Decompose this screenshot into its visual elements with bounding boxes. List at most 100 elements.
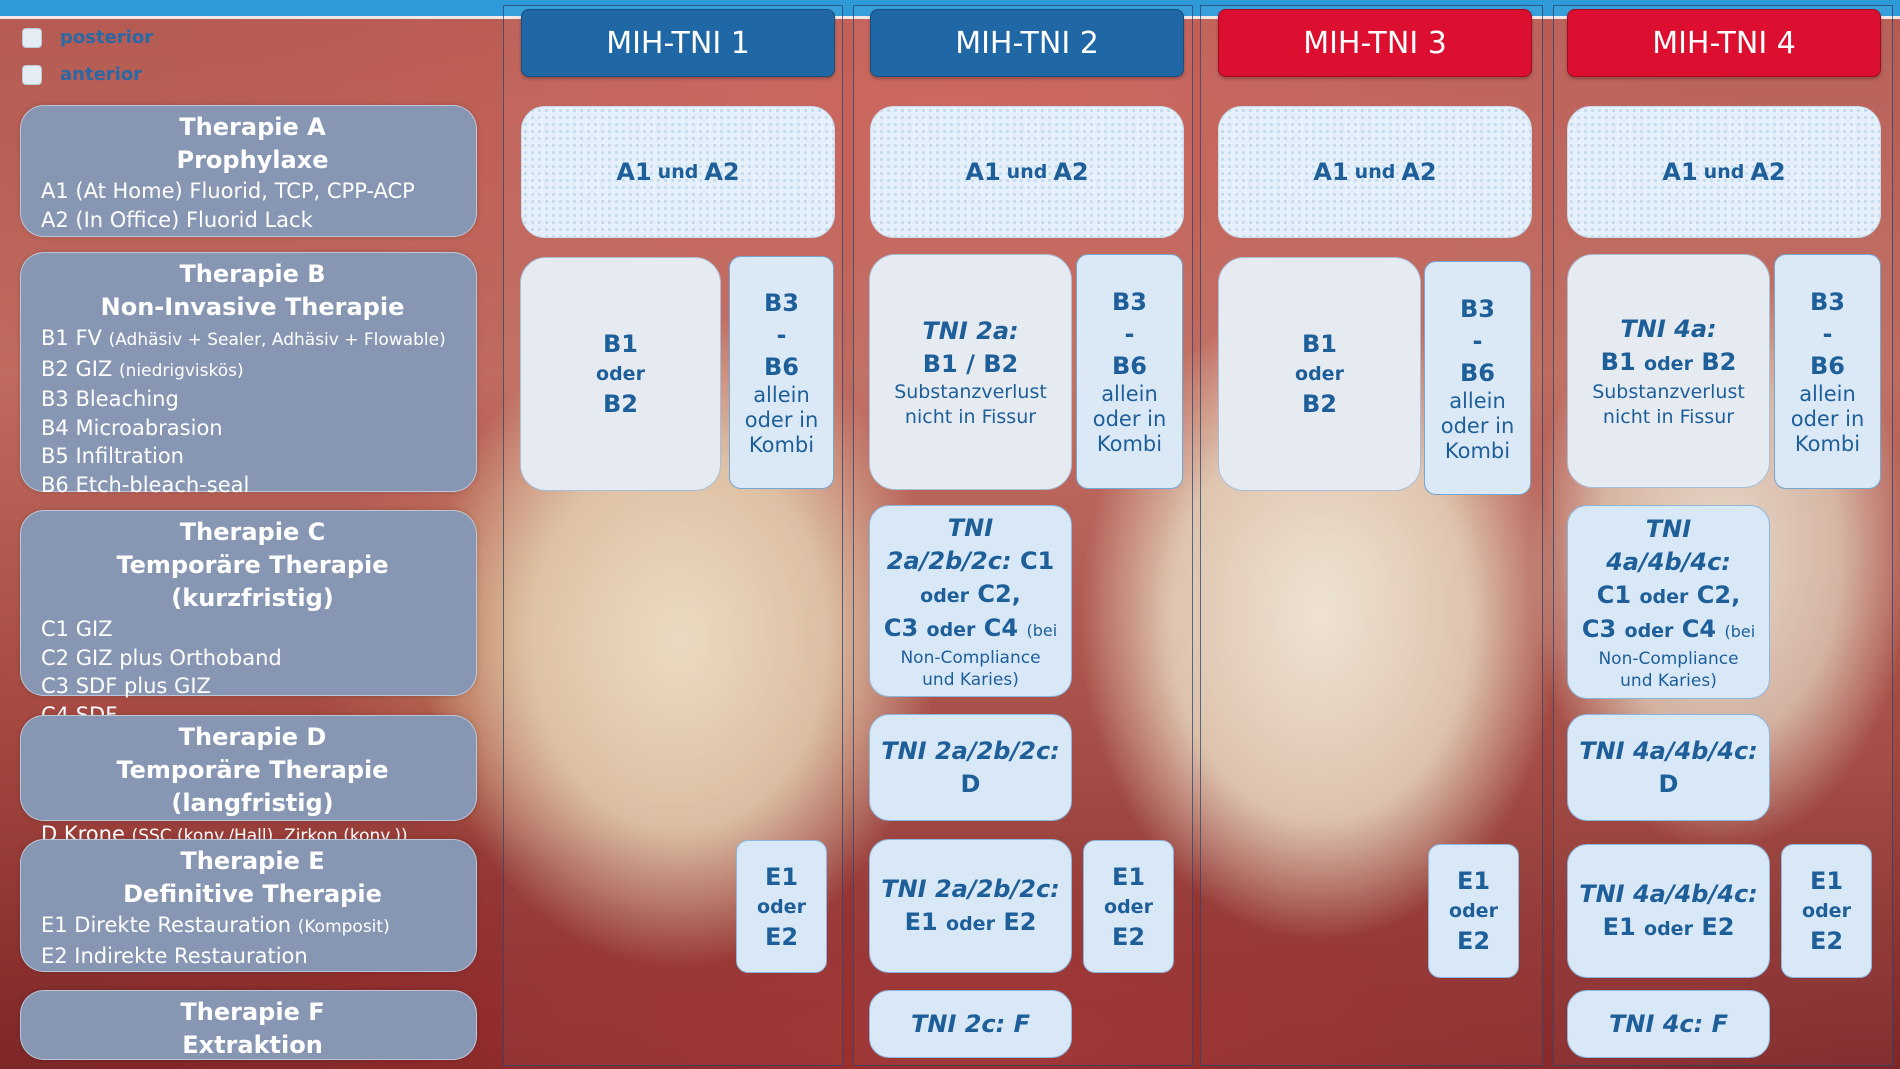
b3-text: B3 — [764, 289, 799, 317]
therapy-c-item-3: C3 SDF plus GIZ — [41, 674, 211, 698]
und-text: und — [1006, 161, 1048, 183]
tni4-b-box[interactable]: TNI 4a: B1 oder B2 Substanzverlust nicht… — [1567, 254, 1770, 488]
therapy-e-title: Therapie E — [180, 847, 325, 875]
allein-text: allein — [753, 383, 810, 407]
tni4-a-box[interactable]: A1 und A2 — [1567, 106, 1881, 238]
therapy-f-subtitle: Extraktion — [182, 1031, 323, 1059]
anterior-label: anterior — [60, 64, 143, 85]
therapy-e-panel[interactable]: Therapie E Definitive Therapie E1 Direkt… — [20, 839, 477, 972]
c3-text: C3 — [1581, 614, 1617, 643]
tni3-e-box[interactable]: E1 oder E2 — [1428, 844, 1519, 978]
tni3-b3-b6-box[interactable]: B3 - B6 allein oder in Kombi — [1424, 261, 1531, 495]
fissur-text: nicht in Fissur — [1602, 405, 1735, 428]
b1-b2-text: B1 / B2 — [922, 349, 1019, 378]
und-text: und — [1354, 161, 1396, 183]
bei-text: (bei — [1026, 620, 1058, 640]
therapy-f-panel[interactable]: Therapie F Extraktion — [20, 990, 477, 1060]
oder-text: oder — [926, 618, 976, 641]
tni2-e-box[interactable]: TNI 2a/2b/2c: E1 oder E2 — [869, 839, 1072, 973]
c1-c2-line: C1 oder C2, — [1597, 579, 1740, 613]
therapy-d-subtitle: Temporäre Therapie (langfristig) — [116, 756, 389, 817]
e1-text: E1 — [1456, 867, 1491, 895]
e1-text: E1 — [1111, 862, 1146, 891]
d-text: D — [960, 770, 981, 798]
a2-text: A2 — [1053, 158, 1089, 186]
tni2-f-box[interactable]: TNI 2c: F — [869, 990, 1072, 1058]
therapy-d-panel[interactable]: Therapie D Temporäre Therapie (langfrist… — [20, 715, 477, 846]
tni2-e1-e2-box[interactable]: E1 oder E2 — [1083, 840, 1174, 973]
karies-text: und Karies) — [1620, 670, 1717, 691]
therapy-c-item-2: C2 GIZ plus Orthoband — [41, 645, 282, 670]
tni4-e-box[interactable]: TNI 4a/4b/4c: E1 oder E2 — [1567, 844, 1770, 978]
c2-text: C2, — [977, 579, 1021, 608]
tni2-a-box[interactable]: A1 und A2 — [870, 106, 1184, 238]
oder-text: oder — [1639, 585, 1689, 608]
e2-text: E2 — [1809, 927, 1844, 955]
therapy-a-panel[interactable]: Therapie A Prophylaxe A1 (At Home) Fluor… — [20, 105, 477, 237]
tni2-b3-b6-box[interactable]: B3 - B6 allein oder in Kombi — [1076, 254, 1183, 489]
oder-text: oder — [1449, 900, 1498, 922]
therapy-a-subtitle: Prophylaxe — [176, 146, 329, 174]
tni4-f-box[interactable]: TNI 4c: F — [1567, 990, 1770, 1058]
c4-text: C4 — [1681, 614, 1717, 643]
therapy-d-title: Therapie D — [178, 723, 327, 751]
therapy-b-panel[interactable]: Therapie B Non-Invasive Therapie B1 FV (… — [20, 252, 477, 497]
dash-text: - — [1124, 320, 1135, 348]
anterior-checkbox[interactable] — [22, 64, 42, 85]
tni2-b-box[interactable]: TNI 2a: B1 / B2 Substanzverlust nicht in… — [869, 254, 1072, 490]
tni1-e-box[interactable]: E1 oder E2 — [736, 840, 827, 973]
tni1-a-box[interactable]: A1 und A2 — [521, 106, 835, 238]
therapy-a-title: Therapie A — [179, 113, 326, 141]
filter-anterior[interactable]: anterior — [22, 64, 142, 85]
c3-c4-line: C3 oder C4 (bei — [884, 612, 1057, 647]
allein-text: allein — [1101, 382, 1158, 406]
therapy-b-item-b6: B6 Etch-bleach-seal — [41, 472, 250, 497]
header-tni-1[interactable]: MIH-TNI 1 — [521, 9, 835, 77]
tni2-f-label: TNI 2c: F — [910, 1009, 1030, 1038]
b3-text: B3 — [1810, 288, 1845, 316]
kombi-text: Kombi — [1096, 432, 1163, 456]
tni4-b3-b6-box[interactable]: B3 - B6 allein oder in Kombi — [1774, 254, 1881, 489]
header-tni-4[interactable]: MIH-TNI 4 — [1567, 9, 1881, 77]
header-tni-2[interactable]: MIH-TNI 2 — [870, 9, 1184, 77]
tni2-c-box[interactable]: TNI 2a/2b/2c: C1 oder C2, C3 oder C4 (be… — [869, 505, 1072, 697]
a1-text: A1 — [965, 158, 1001, 186]
c3-text: C3 — [883, 613, 919, 642]
therapy-c-title: Therapie C — [179, 518, 326, 546]
posterior-checkbox[interactable] — [22, 27, 42, 48]
e1-note: (Komposit) — [297, 917, 390, 937]
tni3-a-box[interactable]: A1 und A2 — [1218, 106, 1532, 238]
tni4-e1-e2-box[interactable]: E1 oder E2 — [1781, 844, 1872, 978]
e1-text: E1 — [764, 862, 799, 891]
therapy-b-item-b3: B3 Bleaching — [41, 387, 179, 411]
tni4-d-box[interactable]: TNI 4a/4b/4c: D — [1567, 714, 1770, 821]
oder-text: oder — [946, 912, 995, 935]
therapy-c-panel[interactable]: Therapie C Temporäre Therapie (kurzfrist… — [20, 510, 477, 727]
therapy-e-item-e1: E1 Direkte Restauration (Komposit) — [41, 911, 464, 942]
und-text: und — [1703, 161, 1745, 183]
noncompliance-text: Non-Compliance — [1598, 648, 1739, 669]
dash-text: - — [1472, 326, 1483, 355]
tni2-d-box[interactable]: TNI 2a/2b/2c: D — [869, 714, 1072, 821]
filter-posterior[interactable]: posterior — [22, 27, 153, 48]
allein-text: allein — [1449, 388, 1506, 413]
tni3-b1-b2-box[interactable]: B1 oder B2 — [1218, 257, 1421, 491]
tni2-d-title: TNI 2a/2b/2c: — [881, 737, 1060, 765]
therapy-a-item-1: A1 (At Home) Fluorid, TCP, CPP-ACP — [41, 179, 415, 203]
e1-label: E1 Direkte Restauration — [41, 913, 292, 937]
header-tni-3[interactable]: MIH-TNI 3 — [1218, 9, 1532, 77]
oder-text: oder — [1295, 363, 1344, 385]
therapy-b-item-b2: B2 GIZ (niedrigviskös) — [41, 355, 464, 386]
tni1-b1-b2-box[interactable]: B1 oder B2 — [520, 257, 721, 491]
c1-text: C1 — [1019, 546, 1055, 575]
tni4-e-title: TNI 4a/4b/4c: — [1579, 879, 1758, 908]
tni2-c-line: 2a/2b/2c: C1 — [887, 545, 1055, 578]
oder-text: oder — [1802, 900, 1851, 922]
tni1-b3-b6-box[interactable]: B3 - B6 allein oder in Kombi — [729, 256, 834, 489]
kombi-text: Kombi — [748, 433, 815, 457]
a2-text: A2 — [1401, 158, 1437, 186]
therapy-c-item-1: C1 GIZ — [41, 617, 113, 641]
tni4-c-box[interactable]: TNI 4a/4b/4c: C1 oder C2, C3 oder C4 (be… — [1567, 505, 1770, 699]
b1-note: (Adhäsiv + Sealer, Adhäsiv + Flowable) — [108, 330, 446, 350]
oder-text: oder — [596, 363, 645, 385]
